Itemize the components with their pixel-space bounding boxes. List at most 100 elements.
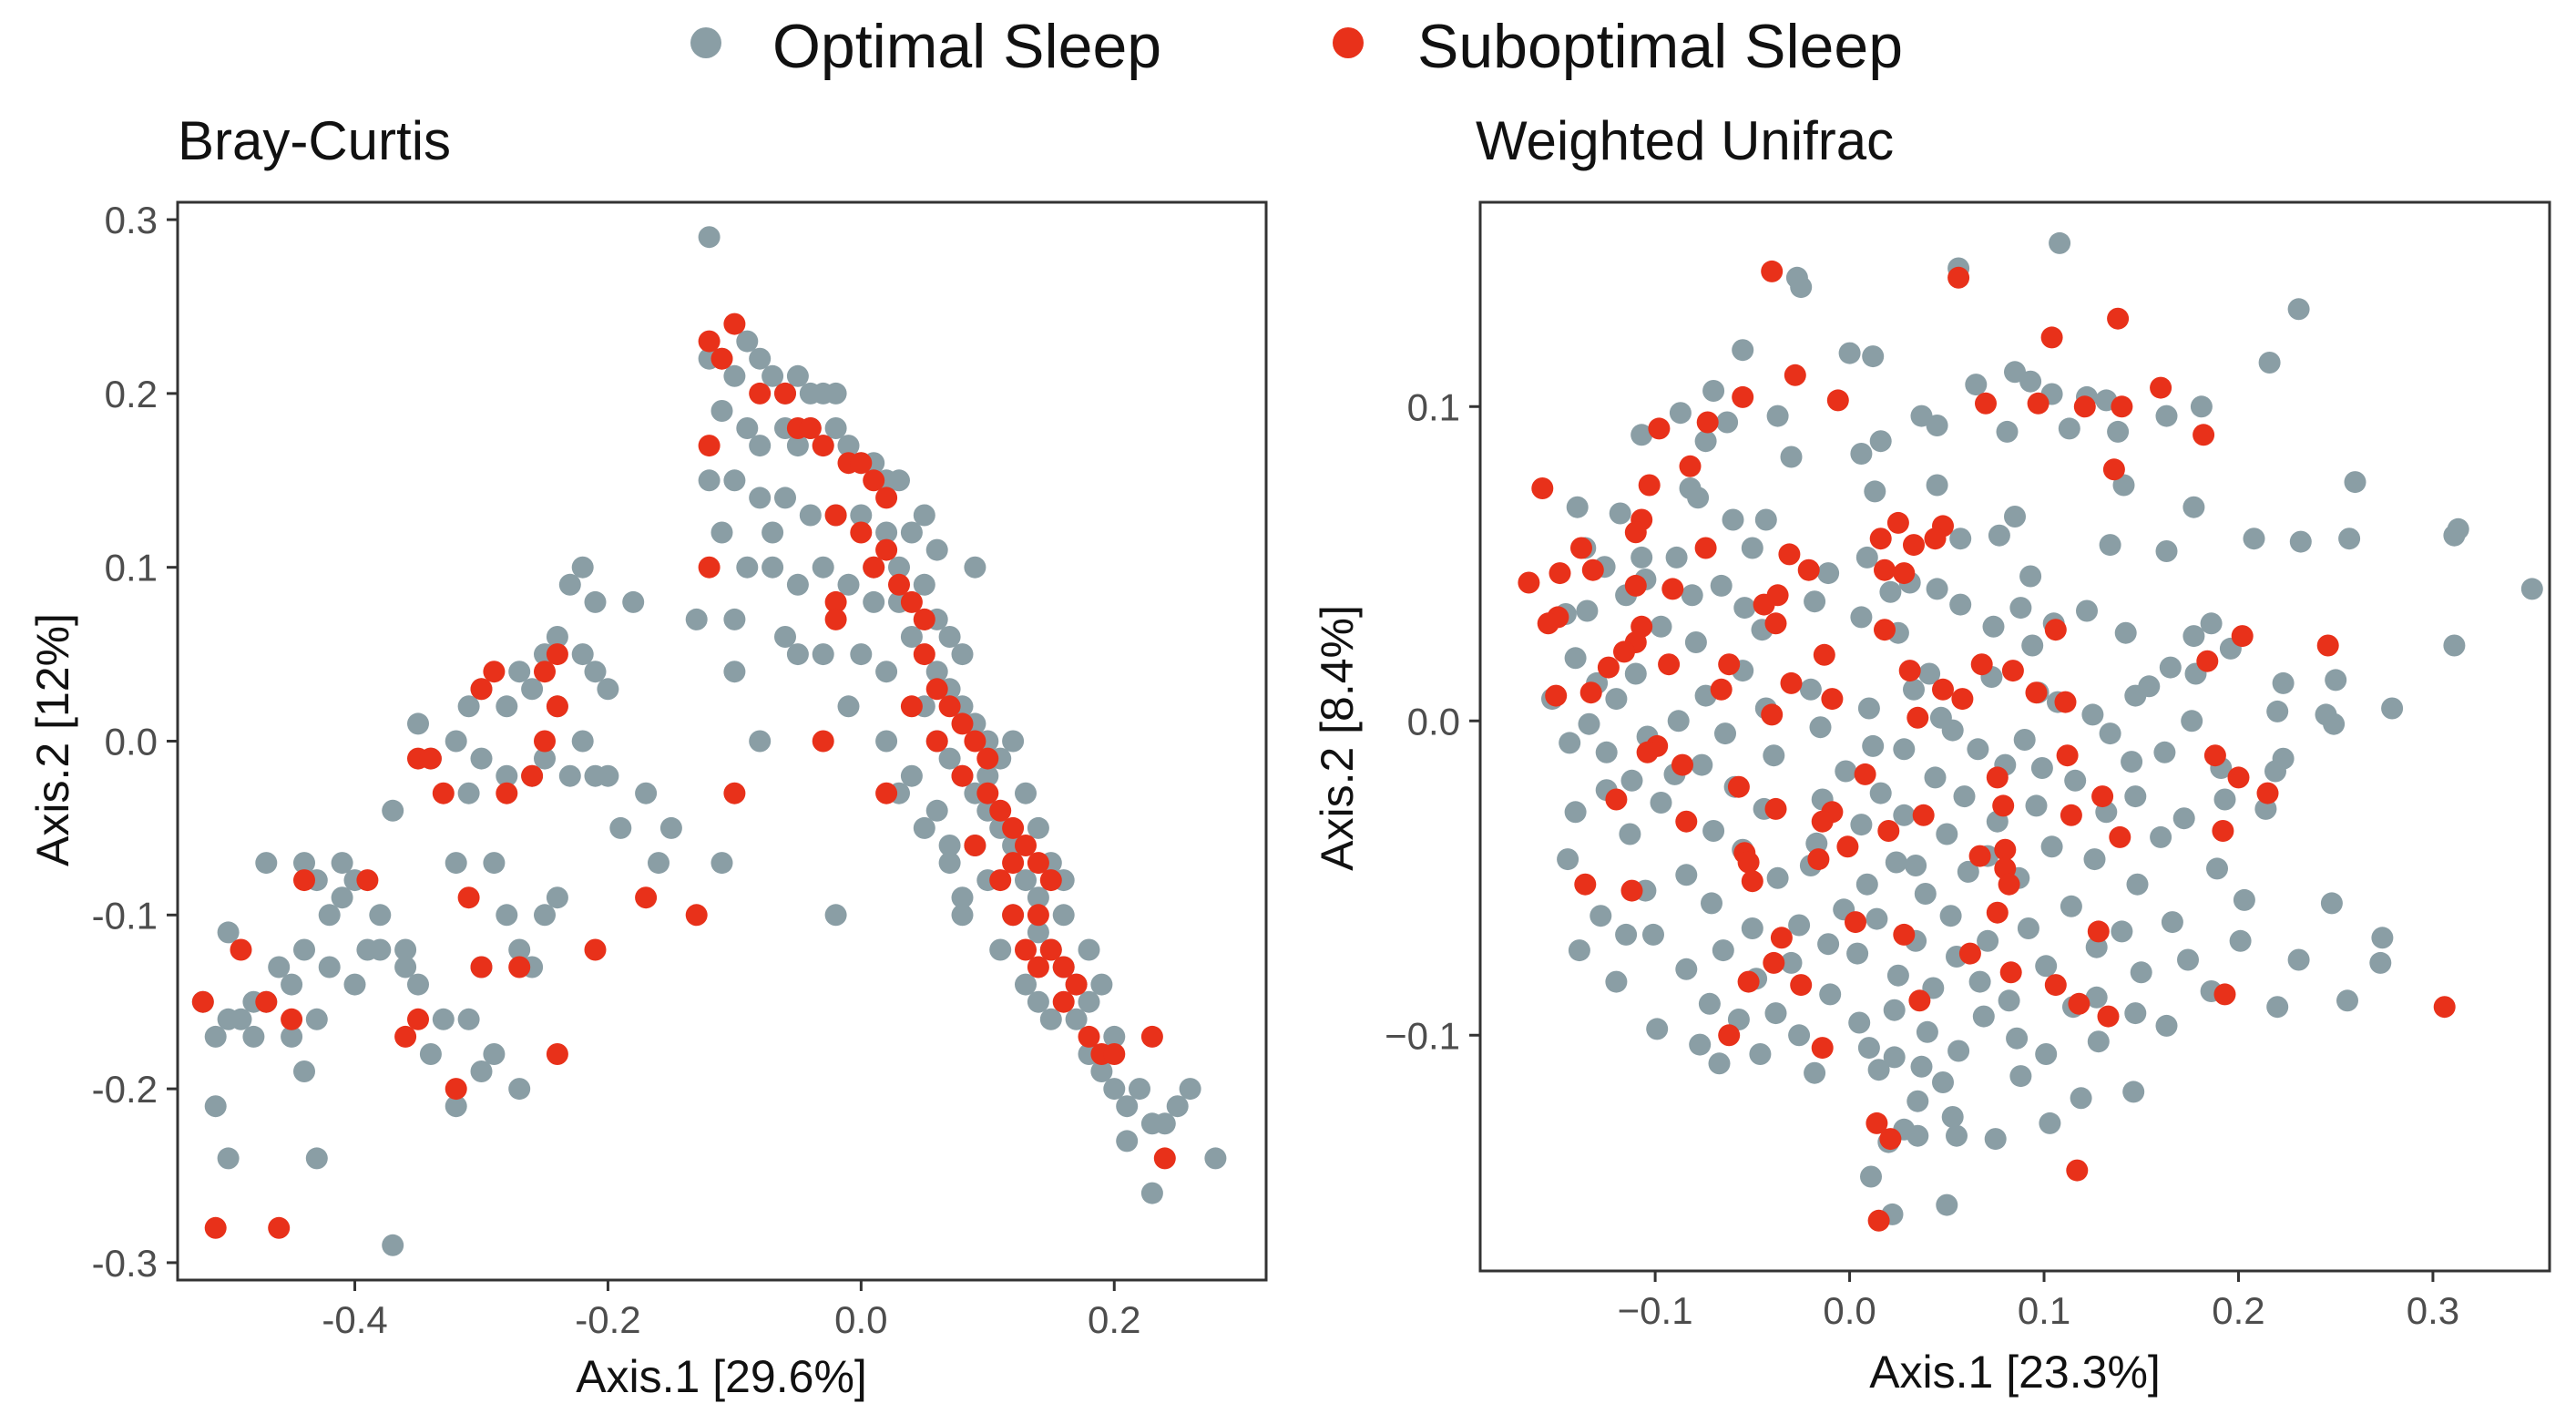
data-point-optimal-sleep xyxy=(1886,964,1909,987)
data-point-optimal-sleep xyxy=(217,921,240,944)
data-point-optimal-sleep xyxy=(710,400,733,422)
data-point-optimal-sleep xyxy=(736,556,759,579)
data-point-optimal-sleep xyxy=(925,799,948,822)
data-point-optimal-sleep xyxy=(710,521,733,544)
data-point-suboptimal-sleep xyxy=(1597,656,1620,679)
data-point-suboptimal-sleep xyxy=(1975,392,1997,415)
data-point-optimal-sleep xyxy=(837,573,860,596)
data-point-optimal-sleep xyxy=(1977,929,1999,952)
data-point-optimal-sleep xyxy=(2289,530,2312,553)
data-point-optimal-sleep xyxy=(1862,734,1885,757)
data-point-suboptimal-sleep xyxy=(875,782,898,804)
data-point-optimal-sleep xyxy=(1722,508,1744,531)
data-point-optimal-sleep xyxy=(1702,820,1725,842)
data-point-suboptimal-sleep xyxy=(508,956,531,978)
bray-curtis-x-tick-label: -0.2 xyxy=(575,1298,640,1341)
data-point-optimal-sleep xyxy=(1866,907,1888,930)
data-point-optimal-sleep xyxy=(407,973,429,996)
data-point-optimal-sleep xyxy=(850,643,873,666)
data-point-optimal-sleep xyxy=(1926,415,1948,436)
data-point-suboptimal-sleep xyxy=(1624,574,1647,597)
weighted-unifrac-x-tick-label: 0.0 xyxy=(1823,1289,1876,1332)
data-point-optimal-sleep xyxy=(2371,927,2394,949)
data-point-optimal-sleep xyxy=(723,469,746,492)
data-point-optimal-sleep xyxy=(1879,580,1902,603)
data-point-optimal-sleep xyxy=(1788,914,1811,937)
data-point-suboptimal-sleep xyxy=(698,435,721,457)
legend-label-suboptimal: Suboptimal Sleep xyxy=(1417,12,1903,81)
data-point-optimal-sleep xyxy=(1862,345,1885,368)
data-point-optimal-sleep xyxy=(951,886,974,909)
data-point-suboptimal-sleep xyxy=(1027,956,1049,978)
data-point-optimal-sleep xyxy=(2264,760,2286,783)
data-point-suboptimal-sleep xyxy=(1052,990,1075,1013)
data-point-suboptimal-sleep xyxy=(1970,653,1993,676)
data-point-optimal-sleep xyxy=(1710,574,1733,597)
data-point-optimal-sleep xyxy=(331,852,353,875)
data-point-optimal-sleep xyxy=(1949,593,1972,616)
data-point-optimal-sleep xyxy=(2035,955,2058,978)
data-point-suboptimal-sleep xyxy=(824,504,847,527)
data-point-optimal-sleep xyxy=(1903,678,1925,701)
data-point-optimal-sleep xyxy=(1078,938,1100,961)
data-point-suboptimal-sleep xyxy=(1737,851,1760,874)
data-point-optimal-sleep xyxy=(483,852,506,875)
data-point-suboptimal-sleep xyxy=(2044,619,2067,641)
data-point-suboptimal-sleep xyxy=(989,869,1012,892)
data-point-suboptimal-sleep xyxy=(534,730,556,753)
data-point-optimal-sleep xyxy=(2369,951,2392,974)
data-point-optimal-sleep xyxy=(951,904,974,927)
data-point-optimal-sleep xyxy=(1090,1060,1113,1082)
bray-curtis-title: Bray-Curtis xyxy=(178,110,451,171)
data-point-suboptimal-sleep xyxy=(1797,558,1820,581)
bray-curtis-y-axis-title: Axis.2 [12%] xyxy=(27,613,78,866)
data-point-suboptimal-sleep xyxy=(521,764,544,787)
data-point-suboptimal-sleep xyxy=(824,590,847,613)
data-point-suboptimal-sleep xyxy=(407,1008,429,1030)
data-point-optimal-sleep xyxy=(1665,546,1688,569)
data-point-suboptimal-sleep xyxy=(951,712,974,735)
data-point-suboptimal-sleep xyxy=(1951,688,1974,711)
data-point-optimal-sleep xyxy=(1615,923,1638,946)
data-point-optimal-sleep xyxy=(217,1008,240,1030)
data-point-optimal-sleep xyxy=(1809,716,1832,739)
data-point-suboptimal-sleep xyxy=(1770,927,1793,949)
data-point-optimal-sleep xyxy=(369,938,392,961)
data-point-optimal-sleep xyxy=(723,364,746,387)
data-point-optimal-sleep xyxy=(925,661,948,683)
data-point-optimal-sleep xyxy=(1788,1024,1811,1047)
data-point-optimal-sleep xyxy=(837,435,860,457)
data-point-optimal-sleep xyxy=(1039,1008,1062,1030)
data-point-optimal-sleep xyxy=(2155,1014,2178,1037)
data-point-suboptimal-sleep xyxy=(1958,942,1981,965)
data-point-suboptimal-sleep xyxy=(1078,1025,1100,1048)
data-point-suboptimal-sleep xyxy=(584,938,607,961)
data-point-optimal-sleep xyxy=(534,904,556,927)
data-point-suboptimal-sleep xyxy=(191,990,214,1013)
data-point-suboptimal-sleep xyxy=(470,956,493,978)
data-point-suboptimal-sleep xyxy=(875,538,898,561)
data-point-optimal-sleep xyxy=(863,590,885,613)
weighted-unifrac-points xyxy=(1518,231,2543,1232)
data-point-optimal-sleep xyxy=(1015,782,1037,804)
data-point-suboptimal-sleep xyxy=(2316,634,2339,657)
weighted-unifrac-y-tick-label: 0.0 xyxy=(1407,700,1460,743)
data-point-optimal-sleep xyxy=(2344,471,2366,494)
data-point-suboptimal-sleep xyxy=(546,643,568,666)
data-point-optimal-sleep xyxy=(774,626,796,648)
data-point-optimal-sleep xyxy=(457,782,480,804)
data-point-suboptimal-sleep xyxy=(534,661,556,683)
data-point-optimal-sleep xyxy=(1732,339,1754,362)
data-point-optimal-sleep xyxy=(1988,524,2010,547)
data-point-optimal-sleep xyxy=(1568,939,1590,962)
data-point-optimal-sleep xyxy=(888,469,910,492)
data-point-optimal-sleep xyxy=(2181,710,2203,732)
weighted-unifrac-series-optimal-sleep xyxy=(1541,231,2543,1225)
data-point-suboptimal-sleep xyxy=(470,678,493,701)
data-point-optimal-sleep xyxy=(1804,1061,1826,1084)
data-point-optimal-sleep xyxy=(508,938,531,961)
data-point-optimal-sleep xyxy=(534,747,556,770)
data-point-optimal-sleep xyxy=(850,504,873,527)
data-point-suboptimal-sleep xyxy=(1764,612,1787,635)
data-point-optimal-sleep xyxy=(457,1008,480,1030)
